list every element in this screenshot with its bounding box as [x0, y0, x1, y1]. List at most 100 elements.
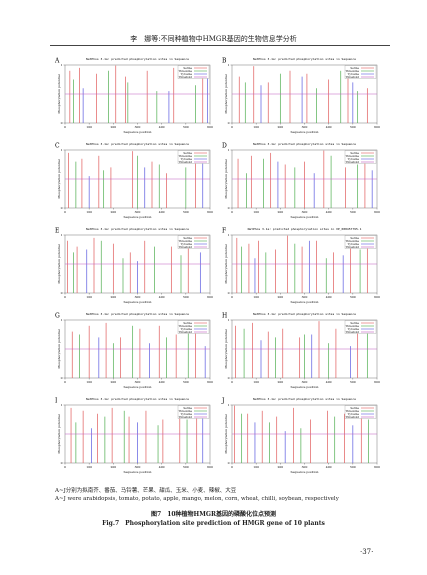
x-tick-label: 600: [374, 125, 380, 129]
legend-label: Threonine: [179, 69, 193, 73]
legend-label: Tyrosine: [181, 327, 193, 331]
legend-label: Tyrosine: [348, 242, 360, 246]
x-tick-label: 200: [277, 380, 283, 384]
y-tick-label: 0: [228, 376, 230, 380]
legend-label: Tyrosine: [181, 242, 193, 246]
legend-box: [344, 150, 377, 164]
legend-label: Serine: [350, 151, 359, 155]
panel: D NetPhos 3.1a: predicted phosphorylation…: [222, 142, 380, 219]
y-tick-label: 0: [228, 461, 230, 465]
x-tick-label: 400: [159, 125, 165, 129]
x-tick-label: 500: [183, 210, 189, 214]
chart-title: NetPhos 3.1a: predicted phosphorylation …: [86, 227, 189, 231]
legend-box: [177, 235, 210, 249]
x-tick-label: 300: [302, 125, 308, 129]
chart-title: NetPhos 3.1a: predicted phosphorylation …: [86, 397, 189, 401]
chart-title: NetPhos 3.1a: predicted phosphorylation …: [86, 142, 189, 146]
y-axis-label: Phosphorylation potential: [224, 414, 228, 453]
x-tick-label: 0: [64, 210, 66, 214]
legend-label: Tyrosine: [348, 327, 360, 331]
panel-label: E: [55, 228, 59, 235]
legend-label: Threshold: [179, 245, 193, 249]
y-axis-label: Phosphorylation potential: [57, 74, 61, 113]
legend-label: Serine: [350, 236, 359, 240]
legend-label: Threshold: [179, 75, 193, 79]
x-tick-label: 300: [135, 210, 141, 214]
x-axis-label: Sequence position: [291, 385, 319, 389]
x-tick-label: 400: [159, 295, 165, 299]
legend-label: Threonine: [346, 69, 360, 73]
x-tick-label: 0: [231, 380, 233, 384]
x-tick-label: 500: [350, 380, 356, 384]
legend-label: Threonine: [346, 154, 360, 158]
x-tick-label: 200: [110, 125, 116, 129]
x-tick-label: 300: [302, 210, 308, 214]
x-tick-label: 400: [326, 295, 332, 299]
x-tick-label: 300: [302, 380, 308, 384]
header-rule: [50, 45, 390, 46]
y-tick-label: 0: [61, 376, 63, 380]
y-tick-label: 1: [228, 63, 230, 67]
x-tick-label: 200: [277, 465, 283, 469]
x-tick-label: 400: [326, 380, 332, 384]
y-tick-label: 0: [61, 461, 63, 465]
legend-label: Serine: [350, 406, 359, 410]
y-tick-label: 1: [61, 233, 63, 237]
chart-title: NetPhos 3.1a: predicted phosphorylation …: [248, 227, 362, 231]
legend-label: Serine: [183, 66, 192, 70]
panel-label: F: [222, 228, 226, 235]
x-tick-label: 500: [183, 465, 189, 469]
y-axis-label: Phosphorylation potential: [224, 329, 228, 368]
panel: I NetPhos 3.1a: predicted phosphorylation…: [55, 397, 213, 474]
panel: C NetPhos 3.1a: predicted phosphorylation…: [55, 142, 213, 219]
note: A~J分别为拟南芥、番茄、马铃薯、芒果、甜瓜、玉米、小麦、辣椒、大豆: [55, 488, 237, 494]
legend-label: Tyrosine: [348, 157, 360, 161]
x-tick-label: 600: [207, 125, 213, 129]
legend-box: [177, 65, 210, 79]
x-tick-label: 0: [231, 125, 233, 129]
chart-title: NetPhos 3.1a: predicted phosphorylation …: [86, 57, 189, 61]
x-tick-label: 200: [110, 380, 116, 384]
panel: H NetPhos 3.1a: predicted phosphorylation…: [222, 312, 380, 389]
x-tick-label: 100: [86, 210, 92, 214]
x-axis-label: Sequence position: [124, 470, 152, 474]
y-tick-label: 1: [228, 148, 230, 152]
y-tick-label: 0: [228, 121, 230, 125]
panel: A NetPhos 3.1a: predicted phosphorylation…: [54, 57, 213, 134]
x-tick-label: 300: [135, 295, 141, 299]
legend-label: Threshold: [179, 415, 193, 419]
panel: E NetPhos 3.1a: predicted phosphorylation…: [55, 227, 213, 304]
x-tick-label: 200: [277, 210, 283, 214]
x-tick-label: 100: [86, 125, 92, 129]
x-tick-label: 500: [350, 295, 356, 299]
legend-label: Threonine: [179, 409, 193, 413]
legend-label: Threonine: [179, 324, 193, 328]
x-tick-label: 100: [253, 380, 259, 384]
x-tick-label: 500: [350, 465, 356, 469]
legend-label: Tyrosine: [348, 412, 360, 416]
x-tick-label: 100: [86, 295, 92, 299]
x-tick-label: 500: [183, 380, 189, 384]
panel-label: H: [222, 313, 227, 320]
y-tick-label: 1: [61, 63, 63, 67]
x-tick-label: 0: [64, 295, 66, 299]
legend-label: Threonine: [179, 239, 193, 243]
y-tick-label: 1: [228, 403, 230, 407]
panel: J NetPhos 3.1a: predicted phosphorylation…: [221, 397, 380, 474]
legend-label: Threshold: [346, 75, 360, 79]
legend-label: Threshold: [179, 160, 193, 164]
panel-label: G: [55, 313, 60, 320]
panel: F NetPhos 3.1a: predicted phosphorylation…: [222, 227, 380, 304]
y-axis-label: Phosphorylation potential: [57, 244, 61, 283]
panel-label: D: [222, 143, 227, 150]
legend-label: Serine: [183, 151, 192, 155]
legend-label: Threshold: [346, 330, 360, 334]
x-tick-label: 600: [207, 295, 213, 299]
legend-box: [344, 235, 377, 249]
panel-label: A: [54, 58, 60, 65]
chart-title: NetPhos 3.1a: predicted phosphorylation …: [86, 312, 189, 316]
x-tick-label: 100: [253, 210, 259, 214]
x-tick-label: 200: [110, 465, 116, 469]
x-tick-label: 100: [253, 295, 259, 299]
